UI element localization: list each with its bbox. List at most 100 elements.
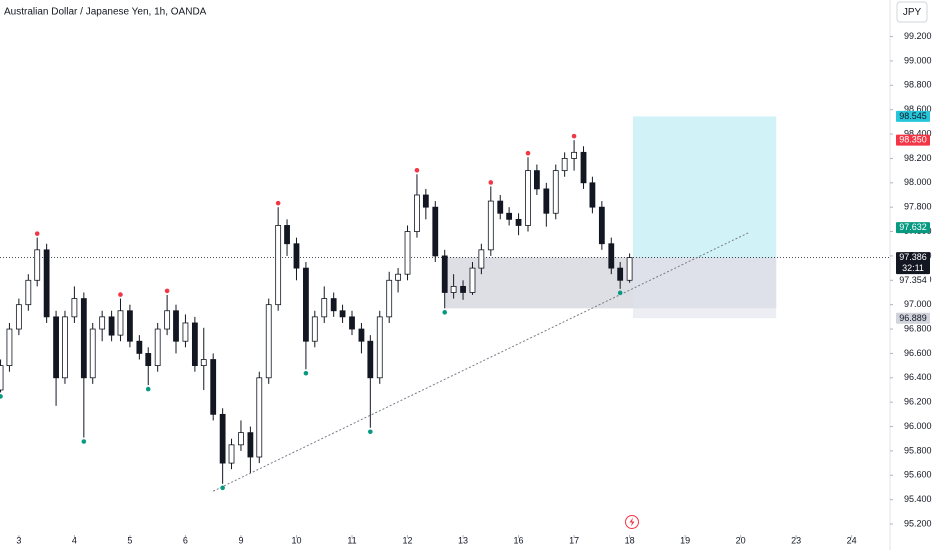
price-label-box	[896, 134, 930, 146]
x-tick-label: 17	[569, 535, 579, 545]
trendline	[212, 232, 749, 492]
candle-body	[219, 413, 226, 464]
candle-body	[6, 328, 13, 367]
position-target	[632, 116, 777, 258]
y-tick-label: 95.600	[904, 470, 932, 480]
x-tick-label: 20	[736, 535, 746, 545]
candle-body	[321, 298, 328, 318]
candle-body	[210, 359, 217, 415]
price-label-box	[896, 252, 930, 275]
candle-body	[293, 243, 300, 269]
candle-body	[598, 206, 605, 245]
candle-body	[136, 340, 143, 354]
pivot-high	[414, 167, 420, 173]
currency-label[interactable]: JPY	[903, 7, 922, 18]
y-tick-label: 97.800	[904, 202, 932, 212]
price-label-box	[896, 275, 930, 287]
candle-body	[228, 444, 235, 464]
candle-body	[247, 432, 254, 458]
chart-title: Australian Dollar / Japanese Yen, 1h, OA…	[4, 7, 207, 18]
candle-body	[71, 298, 78, 318]
x-tick-label: 16	[514, 535, 524, 545]
candle-body	[200, 359, 207, 367]
candle-body	[469, 267, 476, 293]
x-tick-label: 11	[347, 535, 356, 545]
pivot-high	[571, 133, 577, 139]
x-tick-label: 13	[458, 535, 468, 545]
x-tick-label: 5	[127, 535, 132, 545]
candle-body	[497, 200, 504, 214]
candle-body	[127, 310, 133, 342]
candle-body	[414, 194, 420, 232]
pivot-high	[275, 200, 281, 206]
x-tick-label: 10	[291, 535, 301, 545]
candle-body	[43, 249, 50, 318]
price-label-box	[896, 312, 930, 324]
y-tick-label: 96.000	[904, 421, 932, 431]
candle-body	[543, 188, 550, 214]
candle-body	[358, 328, 365, 342]
x-tick-label: 19	[680, 535, 690, 545]
candle-body	[164, 310, 171, 330]
candle-body	[460, 285, 466, 293]
candle-body	[145, 353, 152, 367]
y-tick-label: 98.400	[904, 128, 932, 138]
y-tick-label: 99.200	[904, 31, 932, 41]
candle-body	[53, 316, 59, 379]
candle-body	[275, 225, 282, 306]
y-tick-label: 96.400	[904, 372, 932, 382]
candle-body	[349, 316, 355, 330]
replay-icon[interactable]	[625, 515, 639, 529]
candle-body	[62, 316, 68, 379]
pivot-high	[118, 292, 123, 297]
candle-body	[571, 151, 577, 159]
candle-body	[478, 249, 485, 269]
candle-body	[617, 267, 624, 281]
candle-body	[154, 328, 161, 367]
candle-body	[422, 194, 429, 208]
x-tick-label: 9	[238, 535, 243, 545]
candle-body	[0, 365, 4, 391]
pivot-low	[442, 310, 448, 315]
candle-body	[303, 267, 309, 342]
candle-body	[515, 218, 522, 226]
pivot-low	[145, 386, 151, 392]
x-tick-label: 6	[183, 535, 188, 545]
candle-body	[487, 200, 494, 251]
candle-body	[404, 231, 411, 275]
y-tick-label: 95.800	[904, 445, 932, 455]
candle-body	[311, 316, 318, 342]
price-label: 97.386	[899, 252, 927, 262]
pivot-low	[0, 394, 3, 399]
candle-body	[238, 432, 244, 446]
position-stop	[632, 257, 777, 319]
candle-body	[441, 255, 448, 293]
price-label: 97.354	[899, 275, 927, 285]
candle-body	[339, 310, 346, 318]
candle-body	[15, 304, 22, 330]
price-label: 97.632	[899, 222, 927, 232]
y-tick-label: 98.800	[904, 80, 932, 90]
candle-body	[450, 285, 457, 293]
x-tick-label: 24	[847, 535, 857, 545]
x-tick-label: 12	[403, 535, 413, 545]
candle-body	[626, 257, 633, 281]
candle-body	[561, 158, 568, 172]
pivot-low	[81, 439, 87, 444]
y-tick-label: 99.000	[904, 55, 932, 65]
candle-body	[99, 316, 106, 330]
x-tick-label: 3	[16, 535, 21, 545]
candle-body	[589, 182, 596, 208]
pivot-high	[488, 180, 494, 185]
pivot-high	[525, 150, 531, 156]
y-tick-label: 98.600	[904, 104, 932, 114]
price-label-box	[896, 110, 930, 122]
candle-body	[386, 279, 393, 318]
candle-body	[89, 328, 96, 379]
currency-button[interactable]	[896, 1, 928, 23]
y-tick-label: 98.200	[904, 153, 932, 163]
y-tick-label: 95.200	[904, 518, 932, 528]
candle-body	[608, 243, 615, 269]
candle-body	[80, 298, 87, 379]
y-tick-label: 96.200	[904, 397, 932, 407]
